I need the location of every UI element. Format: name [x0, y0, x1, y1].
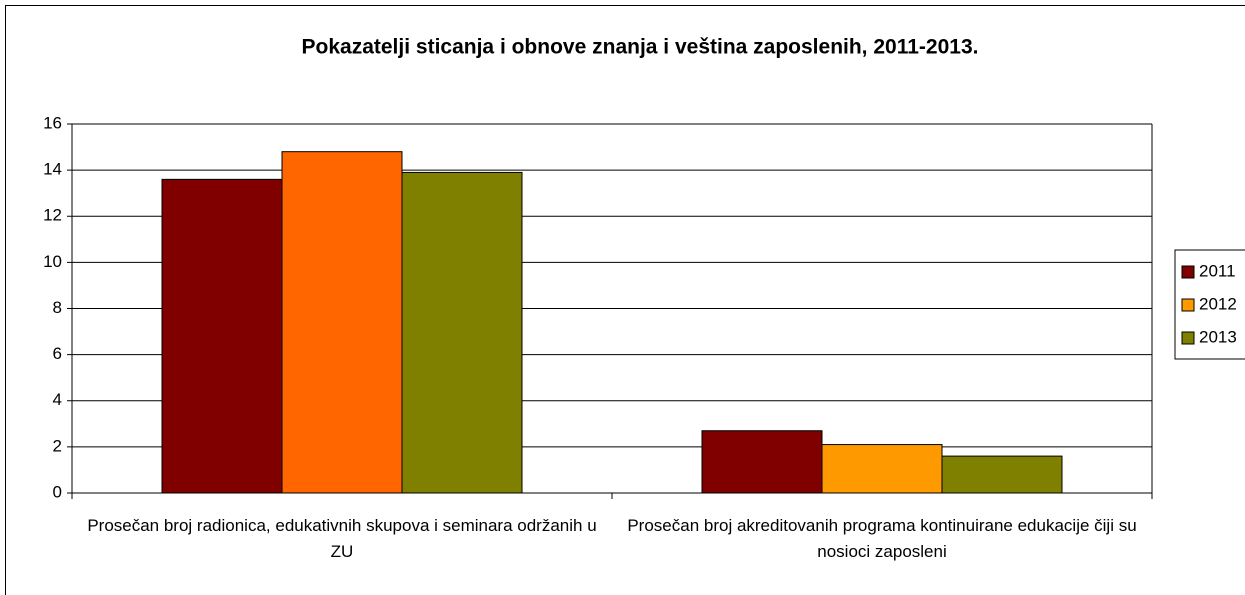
x-tick-label: Prosečan broj akreditovanih programa kon…: [627, 516, 1137, 561]
y-tick-label: 2: [53, 436, 62, 455]
bar: [281, 151, 403, 494]
bar: [821, 444, 943, 494]
y-tick-label: 16: [43, 113, 62, 132]
chart-title: Pokazatelji sticanja i obnove znanja i v…: [302, 36, 979, 59]
legend-label: 2013: [1199, 327, 1237, 346]
bar: [701, 430, 823, 494]
x-tick-label: Prosečan broj radionica, edukativnih sku…: [87, 516, 597, 561]
legend-swatch: [1181, 298, 1195, 312]
bar: [401, 171, 523, 494]
y-tick-label: 14: [43, 160, 62, 179]
bar: [161, 178, 283, 494]
legend-label: 2011: [1199, 261, 1236, 280]
bar: [941, 455, 1063, 494]
y-tick-label: 4: [53, 390, 62, 409]
legend-swatch: [1181, 331, 1195, 345]
y-tick-label: 12: [43, 206, 62, 225]
legend-label: 2012: [1199, 294, 1237, 313]
y-tick-label: 6: [53, 344, 62, 363]
y-tick-label: 10: [43, 252, 62, 271]
y-tick-label: 0: [53, 482, 62, 501]
y-tick-label: 8: [53, 298, 62, 317]
legend-swatch: [1181, 265, 1195, 279]
